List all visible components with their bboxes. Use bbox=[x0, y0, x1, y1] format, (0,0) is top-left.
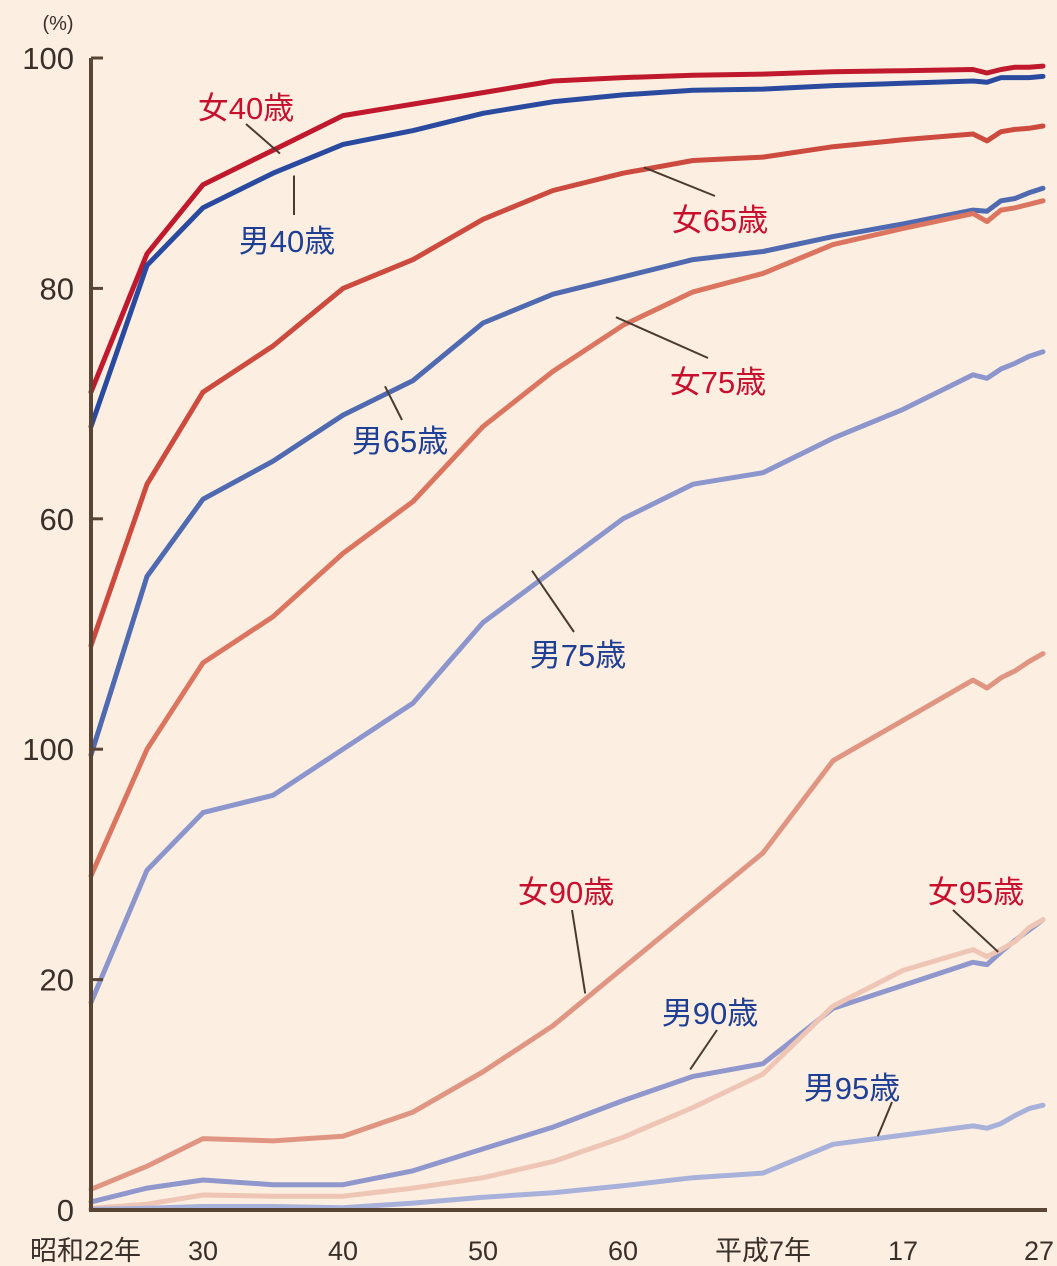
series-line-8 bbox=[88, 917, 1046, 1211]
label-leader-lines bbox=[245, 123, 999, 1137]
leader-line bbox=[615, 316, 709, 359]
x-tick-label: 平成7年 bbox=[715, 1236, 811, 1266]
y-tick-label: 0 bbox=[57, 1193, 74, 1228]
x-tick-label: 40 bbox=[328, 1236, 358, 1266]
series-line-7 bbox=[88, 917, 1046, 1205]
series-label: 男65歳 bbox=[352, 424, 448, 459]
series-label: 女90歳 bbox=[518, 875, 614, 910]
leader-line bbox=[571, 909, 587, 994]
y-axis-ticks: 0 20 100 60 80 100 bbox=[22, 41, 103, 1228]
series-label: 男75歳 bbox=[530, 638, 626, 673]
series-line-9 bbox=[88, 1102, 1046, 1212]
leader-line bbox=[531, 570, 575, 633]
series-lines bbox=[88, 63, 1046, 1212]
series-label: 女95歳 bbox=[928, 875, 1024, 910]
y-tick-label: 80 bbox=[40, 271, 74, 306]
series-line-3 bbox=[88, 185, 1046, 758]
x-tick-label: 50 bbox=[468, 1236, 498, 1266]
leader-line bbox=[952, 909, 999, 953]
y-tick-label: 60 bbox=[40, 502, 74, 537]
series-label: 男40歳 bbox=[239, 224, 335, 259]
x-tick-label: 27 bbox=[1024, 1236, 1054, 1266]
y-axis-unit: (%) bbox=[42, 13, 73, 35]
x-axis-ticks: 昭和22年 30 40 50 60 平成7年 17 27 bbox=[30, 1236, 1054, 1266]
series-label: 男90歳 bbox=[662, 996, 758, 1031]
series-line-2 bbox=[88, 123, 1046, 648]
leader-line bbox=[384, 385, 403, 421]
x-tick-label: 昭和22年 bbox=[30, 1236, 141, 1266]
series-line-6 bbox=[88, 651, 1046, 1192]
leader-line bbox=[689, 1029, 718, 1071]
series-line-0 bbox=[88, 63, 1046, 395]
axes bbox=[89, 58, 1047, 1212]
leader-line bbox=[643, 166, 716, 197]
series-label: 女40歳 bbox=[198, 91, 294, 126]
leader-line bbox=[245, 123, 281, 155]
series-label: 女75歳 bbox=[670, 365, 766, 400]
x-tick-label: 17 bbox=[888, 1236, 918, 1266]
series-label: 女65歳 bbox=[672, 203, 768, 238]
series-line-4 bbox=[88, 198, 1046, 879]
y-tick-label: 100 bbox=[22, 41, 74, 76]
x-tick-label: 60 bbox=[608, 1236, 638, 1266]
series-line-1 bbox=[88, 73, 1046, 430]
y-tick-label: 20 bbox=[40, 963, 74, 998]
y-tick-label: 100 bbox=[22, 732, 74, 767]
series-label: 男95歳 bbox=[804, 1071, 900, 1106]
series-line-5 bbox=[88, 349, 1046, 1006]
leader-line bbox=[876, 1101, 893, 1137]
x-tick-label: 30 bbox=[188, 1236, 218, 1266]
